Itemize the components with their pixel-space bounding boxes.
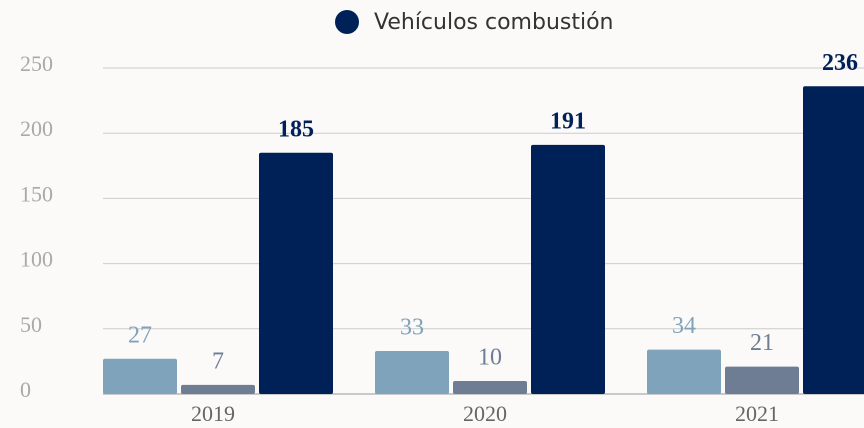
y-tick-label: 100: [20, 247, 53, 272]
y-tick-label: 250: [20, 51, 53, 76]
legend-label: Vehículos combustión: [374, 10, 614, 35]
value-label: 27: [128, 322, 152, 348]
bar: [259, 152, 333, 394]
value-label: 191: [550, 108, 586, 134]
value-label: 236: [822, 50, 858, 76]
value-label: 10: [478, 344, 502, 370]
bar: [375, 350, 449, 394]
y-tick-label: 200: [20, 116, 53, 141]
bar: [453, 380, 527, 394]
y-tick-label: 50: [20, 312, 42, 337]
value-label: 21: [750, 330, 774, 356]
value-label: 7: [212, 348, 224, 374]
bar: [725, 366, 799, 394]
x-tick-label: 2019: [191, 401, 235, 426]
bar: [531, 144, 605, 394]
y-tick-label: 150: [20, 181, 53, 206]
value-label: 33: [400, 314, 424, 340]
bar: [103, 358, 177, 394]
bar: [803, 86, 864, 394]
x-tick-label: 2020: [463, 401, 507, 426]
bar: [181, 384, 255, 394]
value-label: 185: [278, 116, 314, 142]
y-tick-label: 0: [20, 377, 31, 402]
x-tick-label: 2021: [735, 401, 779, 426]
legend-marker: [335, 10, 359, 34]
bar: [647, 349, 721, 394]
value-label: 34: [672, 313, 696, 339]
